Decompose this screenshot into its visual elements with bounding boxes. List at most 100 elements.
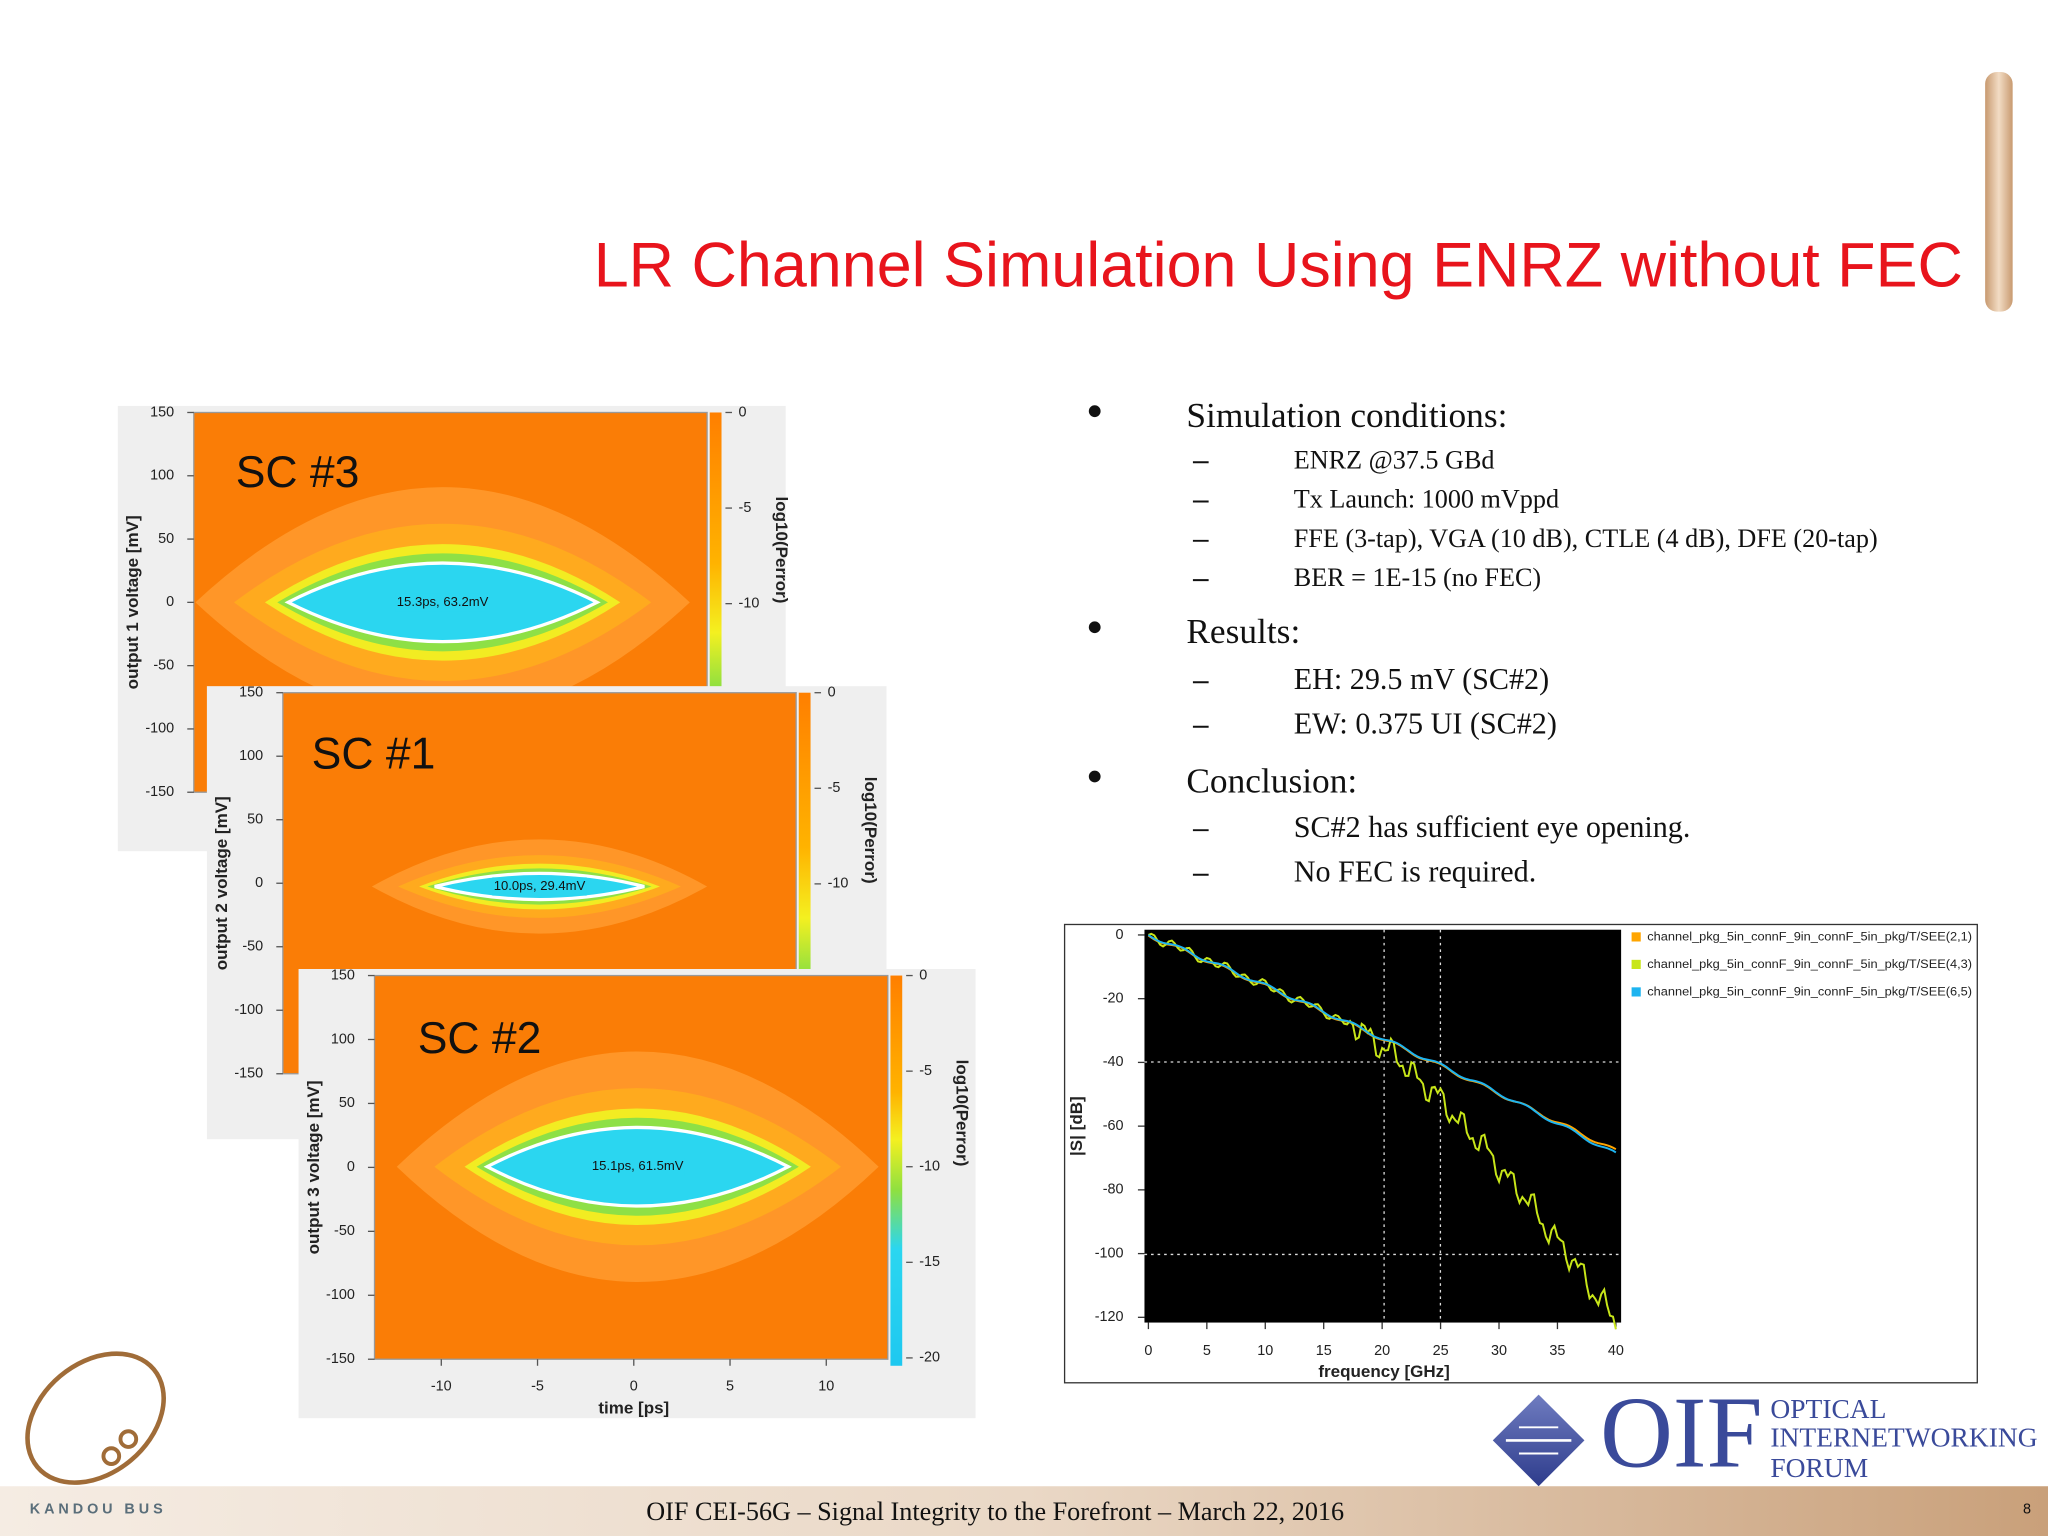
eye-label-bg	[492, 877, 587, 896]
x-tick-label: 0	[1144, 1343, 1152, 1359]
bullet-text: Simulation conditions:	[1186, 395, 1507, 435]
colorbar-tick-label: 0	[828, 685, 836, 701]
y-axis-label: output 2 voltage [mV]	[212, 796, 231, 970]
bullet-text: Conclusion:	[1186, 760, 1357, 800]
x-tick-label: 20	[1374, 1343, 1390, 1359]
y-tick-label: 0	[166, 594, 174, 610]
bullet-dot	[1088, 770, 1101, 783]
y-axis-label: output 1 voltage [mV]	[123, 515, 142, 689]
curve	[1147, 934, 1617, 1154]
colorbar	[890, 975, 903, 1366]
y-tick-label: -50	[242, 939, 263, 955]
eye-label-bg	[590, 1157, 685, 1176]
sc-label: SC #1	[312, 730, 436, 779]
y-tick-label: 0	[255, 875, 263, 891]
x-tick-label: -10	[431, 1379, 452, 1395]
y-tick-label: -100	[326, 1287, 355, 1303]
eye-label: 15.3ps, 63.2mV	[397, 594, 489, 609]
sub-item: BER = 1E-15 (no FEC)	[1294, 563, 1541, 592]
x-axis-label: frequency [GHz]	[1318, 1362, 1449, 1381]
y-tick-label: 100	[331, 1031, 355, 1047]
y-tick-label: -40	[1103, 1054, 1124, 1070]
sub-item: EW: 0.375 UI (SC#2)	[1294, 707, 1557, 741]
oif-line: OPTICAL	[1770, 1394, 1886, 1424]
colorbar	[709, 412, 722, 688]
footer-text: OIF CEI-56G – Signal Integrity to the Fo…	[646, 1497, 1344, 1526]
eye-label: 10.0ps, 29.4mV	[494, 878, 586, 893]
colorbar	[798, 692, 811, 975]
colorbar-label: log10(Perror)	[953, 1060, 972, 1167]
legend-swatch	[1631, 987, 1641, 997]
colorbar-label: log10(Perror)	[772, 497, 791, 604]
curve	[1148, 932, 1617, 1330]
colorbar-tick-label: -5	[828, 780, 841, 796]
x-tick-label: 25	[1433, 1343, 1449, 1359]
oif-line: INTERNETWORKING	[1770, 1423, 2037, 1453]
legend-text: channel_pkg_5in_connF_9in_connF_5in_pkg/…	[1647, 931, 1972, 944]
sparam-plot: 0 -20 -40 -60 -80 -100 -120 0 5 10 15 20 25 30 35 40 cha…	[1063, 923, 1978, 1384]
x-tick-label: 0	[630, 1379, 638, 1395]
colorbar-tick-label: -5	[919, 1063, 932, 1079]
legend-swatch	[1631, 932, 1641, 942]
colorbar-label: log10(Perror)	[861, 777, 880, 884]
bullet-dot	[1088, 621, 1101, 634]
side-accent	[1985, 72, 2013, 312]
sc-label: SC #3	[236, 448, 360, 497]
y-tick-label: -150	[145, 784, 174, 800]
bullet-text: Results:	[1186, 611, 1300, 651]
y-tick-label: 150	[331, 967, 355, 983]
x-axis-label: time [ps]	[598, 1398, 669, 1417]
oif-logo: OIF OPTICAL INTERNETWORKING FORUM	[1492, 1376, 2038, 1489]
colorbar-tick-label: -5	[739, 500, 752, 516]
colorbar-tick-label: -20	[919, 1350, 940, 1366]
y-tick-label: 50	[339, 1095, 355, 1111]
kandou-logo: KANDOU BUS	[25, 1351, 167, 1518]
colorbar-tick-label: -15	[919, 1254, 940, 1270]
y-tick-label: -100	[1095, 1245, 1124, 1261]
y-tick-label: -20	[1103, 990, 1124, 1006]
colorbar-tick-label: -10	[739, 595, 760, 611]
sub-item: ENRZ @37.5 GBd	[1294, 445, 1495, 474]
sub-item: FFE (3-tap), VGA (10 dB), CTLE (4 dB), D…	[1294, 524, 1878, 553]
oif-line: FORUM	[1770, 1453, 1868, 1483]
sub-item: SC#2 has sufficient eye opening.	[1294, 810, 1691, 844]
legend-text: channel_pkg_5in_connF_9in_connF_5in_pkg/…	[1647, 958, 1972, 971]
y-tick-label: 0	[347, 1159, 355, 1175]
sc-label: SC #2	[418, 1014, 542, 1063]
y-tick-label: 50	[247, 812, 263, 828]
x-tick-label: 5	[1203, 1343, 1211, 1359]
x-tick-label: 15	[1316, 1343, 1332, 1359]
y-tick-label: -100	[145, 721, 174, 737]
kandou-text: KANDOU BUS	[30, 1502, 167, 1518]
sub-item: EH: 29.5 mV (SC#2)	[1294, 662, 1549, 696]
x-tick-label: 30	[1491, 1343, 1507, 1359]
y-axis-label: |S| [dB]	[1067, 1096, 1086, 1156]
y-tick-label: 0	[1116, 927, 1124, 943]
y-tick-label: -120	[1095, 1309, 1124, 1325]
y-tick-label: 50	[158, 531, 174, 547]
x-tick-label: -5	[531, 1379, 544, 1395]
y-axis-label: output 3 voltage [mV]	[304, 1080, 323, 1254]
x-tick-label: 10	[1257, 1343, 1273, 1359]
x-tick-label: 5	[726, 1379, 734, 1395]
page-number: 8	[2023, 1502, 2031, 1518]
eye-label: 15.1ps, 61.5mV	[592, 1158, 684, 1173]
eye-label-bg	[395, 593, 490, 612]
y-tick-label: 150	[150, 404, 174, 420]
oif-abbr: OIF	[1600, 1376, 1762, 1489]
legend-swatch	[1631, 959, 1641, 970]
colorbar-tick-label: -10	[828, 876, 849, 892]
y-tick-label: 100	[239, 748, 263, 764]
y-tick-label: -150	[234, 1066, 263, 1082]
slide-title: LR Channel Simulation Using ENRZ without…	[594, 230, 1963, 300]
bullet-list: Simulation conditions: ENRZ @37.5 GBd Tx L…	[1088, 395, 1878, 889]
x-tick-label: 35	[1549, 1343, 1565, 1359]
legend-text: channel_pkg_5in_connF_9in_connF_5in_pkg/…	[1647, 986, 1972, 999]
y-tick-label: -60	[1103, 1118, 1124, 1134]
y-tick-label: -150	[326, 1351, 355, 1367]
y-tick-label: -50	[334, 1223, 355, 1239]
